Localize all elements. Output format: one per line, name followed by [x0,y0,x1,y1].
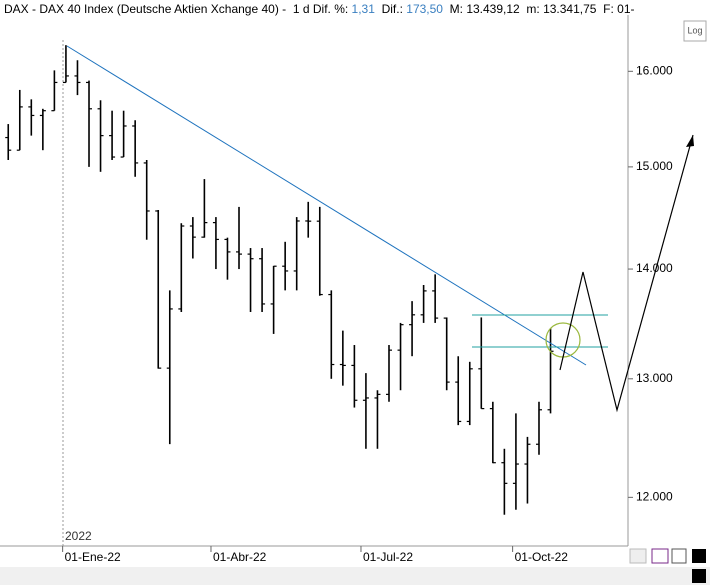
min-value: 13.341,75 [543,2,597,16]
color-button[interactable] [692,549,706,563]
projection-path [559,134,694,413]
log-label: Log [687,25,702,35]
min-label: m: [526,2,540,16]
trend-line [66,45,587,366]
scroll-button[interactable] [629,548,647,564]
log-button[interactable] [683,20,707,42]
projection-arrow [686,135,694,147]
y-tick-label: 14.000 [636,261,673,275]
y-tick-label: 16.000 [636,63,673,77]
pct-label: Dif. %: [312,2,349,16]
dif-value: 173,50 [406,2,443,16]
pct-value: 1,31 [351,2,375,16]
x-tick-label: 01-Oct-22 [515,550,569,564]
print-button[interactable] [671,548,687,564]
y-tick-label: 12.000 [636,490,673,504]
date-label: F: 01- [603,2,635,16]
interval: 1 d [292,2,310,16]
y-tick-label: 13.000 [636,371,673,385]
max-value: 13.439,12 [466,2,520,16]
color-button[interactable] [692,569,706,583]
max-label: M: [449,2,463,16]
x-tick-label: 01-Jul-22 [363,550,413,564]
price-bars [5,45,554,515]
x-tick-label: 01-Abr-22 [213,550,267,564]
save-button[interactable] [651,548,669,564]
x-tick-label: 01-Ene-22 [65,550,121,564]
header: DAX - DAX 40 Index (Deutsche Aktien Xcha… [4,2,634,16]
year-label: 2022 [65,529,92,543]
y-tick-label: 15.000 [636,159,673,173]
dif-label: Dif.: [381,2,403,16]
status-bar [0,567,710,585]
symbol: DAX - DAX 40 Index (Deutsche Aktien Xcha… [4,2,287,16]
